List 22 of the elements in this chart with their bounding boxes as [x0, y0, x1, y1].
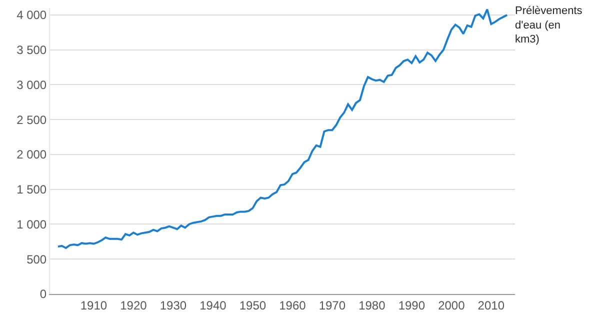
line-series [56, 8, 508, 249]
x-tick-label: 1910 [80, 298, 108, 312]
y-tick-label: 2 500 [16, 112, 47, 127]
x-tick-label: 1990 [398, 298, 426, 312]
y-tick-label: 4 000 [16, 8, 47, 22]
series-label: Prélèvements d'eau (en km3) [515, 5, 583, 46]
y-tick-label: 1 500 [16, 182, 47, 197]
x-tick-label: 1920 [120, 298, 148, 312]
y-tick-label: 500 [26, 252, 47, 266]
y-tick-label: 3 000 [16, 78, 47, 92]
x-tick-label: 1960 [279, 298, 306, 312]
x-tick-label: 1980 [358, 298, 386, 312]
x-tick-label: 2000 [438, 298, 466, 312]
y-tick-label: 2 000 [16, 148, 47, 162]
x-tick-label: 1950 [239, 298, 266, 312]
x-tick-label: 1940 [200, 298, 227, 312]
x-tick-label: 2010 [478, 298, 505, 312]
y-tick-label: 0 [40, 287, 47, 302]
x-tick-label: 1970 [318, 298, 346, 312]
x-tick-label: 1930 [160, 298, 187, 312]
y-tick-label: 1 000 [16, 217, 47, 232]
y-tick-label: 3 500 [16, 43, 47, 58]
